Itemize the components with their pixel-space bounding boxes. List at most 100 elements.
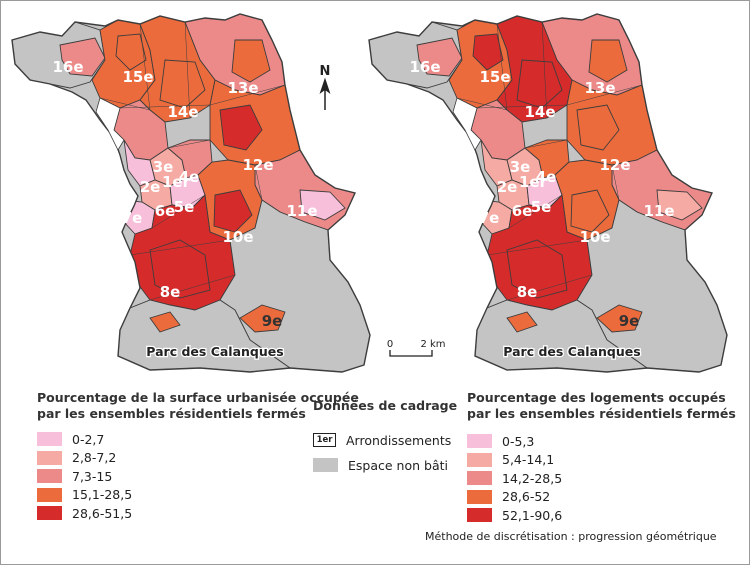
framing-unbuilt-label: Espace non bâti	[348, 457, 448, 473]
arrondissement-label-6e: 6e	[155, 202, 176, 220]
district-d9b	[239, 304, 286, 333]
arrondissement-label-14e: 14e	[524, 103, 555, 121]
district-parkspots	[149, 311, 181, 333]
arrondissement-label-1er: 1er	[519, 173, 548, 191]
iris-border-8	[254, 164, 263, 201]
iris-border-6	[151, 194, 206, 229]
framing-title: Données de cadrage	[313, 398, 458, 413]
arrondissement-box-icon: 1er	[313, 433, 336, 447]
iris-border-7	[506, 274, 593, 301]
iris-border-1	[99, 97, 151, 111]
district-d16b	[416, 37, 463, 77]
legend-swatch-3	[467, 471, 492, 485]
park-label: Parc des Calanques	[503, 344, 640, 359]
legend-swatch-3	[37, 469, 62, 483]
iris-border-9	[129, 239, 231, 256]
iris-border-1	[456, 97, 508, 111]
legend-swatch-2	[467, 452, 492, 467]
legend-label-2: 2,8-7,2	[72, 450, 117, 465]
arrondissement-label-3e: 3e	[153, 158, 174, 176]
iris-border-3	[184, 21, 191, 119]
arrondissement-label-3e: 3e	[510, 158, 531, 176]
legend-swatch-1	[37, 432, 62, 446]
arrondissement-label-15e: 15e	[479, 68, 510, 86]
arrondissement-label-9e: 9e	[619, 312, 640, 330]
iris-border-4	[209, 84, 286, 106]
district-parkspots	[506, 311, 538, 333]
district-d12b	[219, 104, 263, 151]
legend-right-title: Pourcentage des logements occupés par le…	[467, 390, 736, 422]
arrondissement-label-15e: 15e	[122, 68, 153, 86]
scale-bar: 0 2 km	[387, 339, 446, 357]
legend-label-4: 15,1-28,5	[72, 487, 133, 502]
arrondissement-label-12e: 12e	[599, 156, 630, 174]
legend-label-5: 52,1-90,6	[502, 507, 563, 523]
iris-border-0	[476, 104, 568, 109]
arrondissement-label-7e: 7e	[479, 209, 500, 227]
district-d10b	[570, 189, 610, 233]
district-d11b	[299, 189, 346, 221]
legend-row-2: 5,4-14,1	[467, 452, 554, 468]
district-d8b	[149, 239, 211, 299]
city-border	[11, 13, 371, 373]
legend-row-1: 0-2,7	[37, 431, 104, 447]
arrondissement-label-7e: 7e	[122, 209, 143, 227]
district-d15b	[115, 33, 147, 71]
legend-swatch-5	[467, 508, 492, 522]
iris-border-2	[139, 23, 151, 111]
scale-zero: 0	[387, 339, 393, 350]
district-d14b	[516, 59, 563, 109]
arrondissement-label-16e: 16e	[52, 58, 83, 76]
legend-row-5: 28,6-51,5	[37, 505, 132, 521]
arrondissement-label-1er: 1er	[162, 173, 191, 191]
north-label: N	[320, 64, 331, 79]
iris-border-3	[541, 21, 548, 119]
legend-row-5: 52,1-90,6	[467, 507, 562, 523]
arrondissement-label-4e: 4e	[536, 168, 557, 186]
legend-label-1: 0-5,3	[502, 433, 535, 449]
legend-right-title-line1: Pourcentage des logements occupés	[467, 390, 726, 405]
framing-unbuilt: Espace non bâti	[313, 457, 448, 473]
legend-label-3: 14,2-28,5	[502, 470, 563, 486]
arrondissement-label-11e: 11e	[286, 202, 317, 220]
legend-left-title: Pourcentage de la surface urbanisée occu…	[37, 390, 359, 422]
iris-border-6	[508, 194, 563, 229]
district-d10b	[213, 189, 253, 233]
arrondissement-label-13e: 13e	[584, 79, 615, 97]
arrondissement-label-9e: 9e	[262, 312, 283, 330]
arrondissement-label-6e: 6e	[512, 202, 533, 220]
legend-right-title-line2: par les ensembles résidentiels fermés	[467, 406, 736, 421]
legend-label-1: 0-2,7	[72, 431, 105, 447]
arrondissement-label-5e: 5e	[174, 198, 195, 216]
iris-border-4	[566, 84, 643, 106]
arrondissement-label-2e: 2e	[497, 178, 518, 196]
legend-swatch-4	[37, 487, 62, 502]
district-d11b	[656, 189, 703, 221]
unbuilt-swatch	[313, 458, 338, 472]
scale-distance: 2 km	[420, 339, 445, 350]
arrondissement-label-4e: 4e	[179, 168, 200, 186]
north-arrow: N	[319, 64, 331, 110]
legend-label-5: 28,6-51,5	[72, 505, 133, 521]
legend-left-title-line1: Pourcentage de la surface urbanisée occu…	[37, 390, 359, 405]
legend-label-4: 28,6-52	[502, 489, 551, 504]
port-area	[452, 97, 482, 151]
iris-border-9	[486, 239, 588, 256]
legend-row-4: 28,6-52	[467, 489, 550, 505]
arrondissement-label-5e: 5e	[531, 198, 552, 216]
city-border	[368, 13, 728, 373]
iris-border-0	[119, 104, 211, 109]
district-d16b	[59, 37, 106, 77]
iris-border-7	[149, 274, 236, 301]
legend-row-3: 14,2-28,5	[467, 470, 562, 486]
legend-left-title-line2: par les ensembles résidentiels fermés	[37, 406, 306, 421]
legend-label-3: 7,3-15	[72, 468, 113, 484]
district-d9b	[596, 304, 643, 333]
arrondissement-label-11e: 11e	[643, 202, 674, 220]
iris-border-5	[524, 139, 568, 149]
legend-label-2: 5,4-14,1	[502, 452, 555, 467]
legend-row-3: 7,3-15	[37, 468, 112, 484]
district-d14b	[159, 59, 206, 109]
district-d15b	[472, 33, 504, 71]
